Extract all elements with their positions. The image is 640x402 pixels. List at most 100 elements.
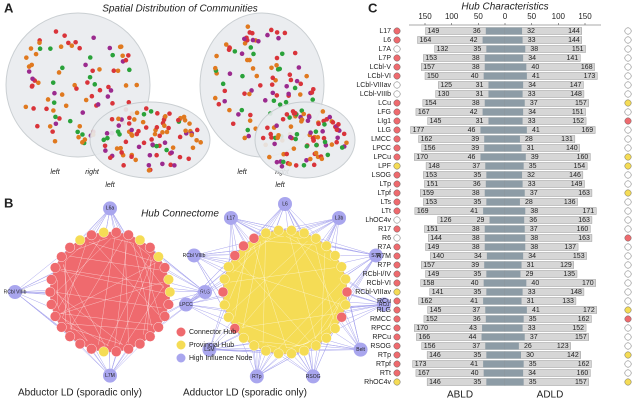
- node-dot: [52, 90, 57, 96]
- node-dot: [160, 161, 165, 167]
- node-dot: [291, 146, 297, 151]
- value-label: 132: [437, 46, 449, 53]
- hub-marker: [393, 81, 401, 89]
- hub-marker: [624, 117, 632, 125]
- hub-label: 41: [470, 208, 478, 215]
- node-dot: [131, 117, 137, 122]
- node-dot: [299, 117, 305, 122]
- node-dot: [73, 39, 78, 45]
- hub-label: 38: [472, 64, 480, 71]
- value-label: 173: [415, 361, 427, 368]
- node-dot: [222, 98, 227, 104]
- node-dot: [314, 142, 319, 148]
- hub-label: 40: [471, 370, 479, 377]
- hub-bar: [505, 126, 527, 134]
- hub-marker: [624, 189, 632, 197]
- value-label: 133: [562, 298, 574, 305]
- node-dot: [212, 65, 218, 71]
- panel-label: A: [4, 0, 14, 15]
- hub-bar: [480, 126, 505, 134]
- node-dot: [143, 125, 149, 130]
- hub-marker: [393, 351, 401, 359]
- hub-bar: [505, 234, 526, 242]
- hub-marker: [624, 297, 632, 305]
- value-label: 168: [581, 64, 593, 71]
- hub-bar: [505, 162, 524, 170]
- hub-node: [217, 286, 229, 298]
- node-label: RCu: [379, 302, 389, 308]
- node-dot: [256, 38, 261, 44]
- hub-label: 31: [527, 298, 535, 305]
- hub-label: 33: [528, 289, 536, 296]
- hub-node: [134, 234, 146, 246]
- hub-node: [144, 242, 156, 253]
- node-dot: [284, 83, 289, 89]
- value-label: 146: [569, 172, 581, 179]
- hub-node: [159, 262, 171, 273]
- value-label: 158: [423, 280, 435, 287]
- row-label: L6: [383, 37, 391, 44]
- edge: [114, 240, 128, 346]
- node-label: LPCC: [179, 302, 193, 308]
- hub-label: 33: [528, 91, 536, 98]
- node-dot: [164, 147, 169, 153]
- edge: [267, 237, 271, 240]
- hub-node: [98, 227, 109, 238]
- hub-marker: [393, 36, 401, 44]
- value-label: 173: [584, 73, 596, 80]
- node-dot: [58, 44, 64, 49]
- value-label: 151: [426, 226, 438, 233]
- node-dot: [250, 37, 256, 43]
- node-dot: [147, 152, 153, 158]
- hub-node: [98, 346, 109, 357]
- hub-label: 36: [473, 28, 481, 35]
- node-dot: [107, 155, 113, 161]
- hub-label: 32: [527, 28, 535, 35]
- node-dot: [304, 143, 310, 149]
- node-dot: [123, 139, 129, 145]
- node-label: L3b: [335, 215, 344, 221]
- value-label: 166: [418, 334, 430, 341]
- hub-node: [273, 348, 284, 359]
- node-dot: [297, 92, 303, 97]
- row-label: RTpf: [376, 361, 391, 368]
- edge: [69, 255, 160, 271]
- hub-node: [44, 286, 56, 298]
- hub-marker: [624, 243, 632, 251]
- legend-swatch: [176, 353, 186, 363]
- hub-label: 37: [472, 163, 480, 170]
- hub-label: 31: [476, 91, 484, 98]
- hub-marker: [393, 360, 401, 368]
- node-dot: [60, 65, 65, 71]
- hub-bar: [482, 324, 505, 332]
- node-dot: [31, 106, 36, 111]
- hub-marker: [393, 243, 401, 251]
- panel-label: C: [368, 0, 378, 15]
- edge: [296, 237, 339, 310]
- row-label: LCbl-V: [370, 64, 392, 71]
- hub-marker: [393, 369, 401, 377]
- hub-bar: [505, 99, 525, 107]
- hub-bar: [486, 288, 505, 296]
- hub-bar: [505, 72, 527, 80]
- node-dot: [30, 76, 35, 82]
- value-label: 162: [578, 316, 590, 323]
- node-dot: [214, 53, 219, 59]
- hub-node: [219, 299, 230, 311]
- influence-node: [187, 248, 202, 263]
- edge: [76, 237, 108, 250]
- hub-label: 39: [531, 154, 539, 161]
- edge: [185, 304, 231, 322]
- node-dot: [319, 156, 325, 162]
- value-label: 156: [424, 145, 436, 152]
- node-dot: [134, 110, 140, 116]
- hub-node: [49, 311, 61, 322]
- node-dot: [33, 51, 39, 57]
- edge: [241, 313, 337, 328]
- node-dot: [320, 129, 325, 134]
- hub-node: [336, 261, 347, 272]
- node-dot: [274, 93, 280, 98]
- hub-bar: [483, 72, 505, 80]
- hub-label: 28: [525, 136, 533, 143]
